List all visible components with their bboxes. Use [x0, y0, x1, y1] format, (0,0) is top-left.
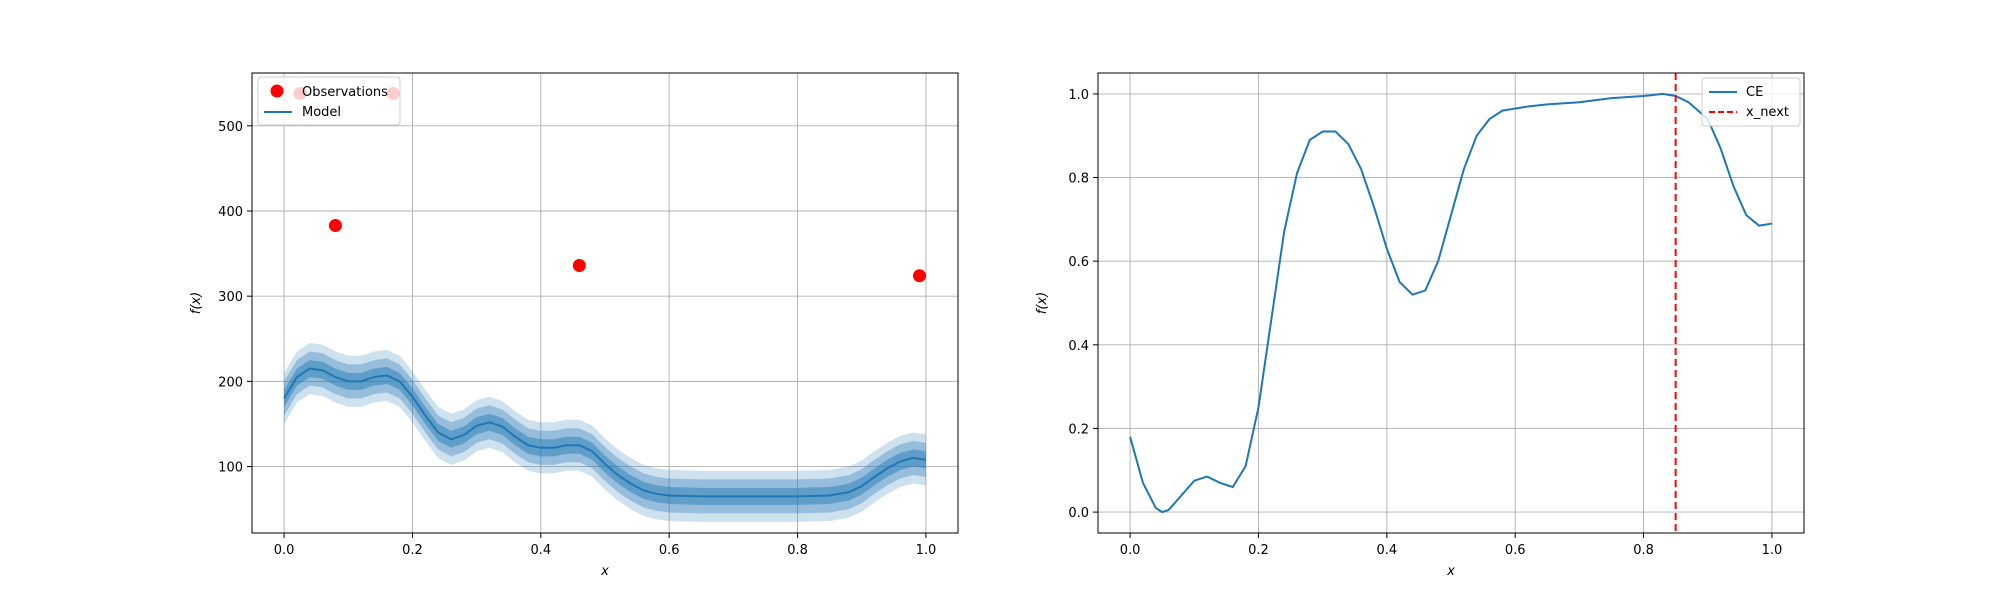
observation-point: [912, 269, 926, 283]
confidence-band: [284, 343, 926, 522]
y-tick-label: 200: [218, 375, 243, 390]
x-tick-label: 0.2: [402, 543, 423, 558]
left-x-axis-label: x: [600, 564, 609, 579]
y-tick-label: 400: [218, 205, 243, 220]
confidence-band: [284, 360, 926, 505]
y-tick-label: 0.2: [1068, 422, 1089, 437]
x-tick-label: 0.6: [659, 543, 680, 558]
x-tick-label: 0.2: [1248, 543, 1269, 558]
x-tick-label: 0.8: [1633, 543, 1654, 558]
y-tick-label: 0.6: [1068, 255, 1089, 270]
x-tick-label: 0.6: [1505, 543, 1526, 558]
right-ticks: 0.0 0.2 0.4 0.6 0.8 1.0 0.0 0.2 0.4 0.6 0.8 1.0: [1068, 88, 1782, 558]
y-tick-label: 0.4: [1068, 339, 1089, 354]
right-axes-frame: [1097, 72, 1805, 534]
y-tick-label: 0.8: [1068, 172, 1089, 187]
left-confidence-bands: [284, 343, 926, 522]
ce-line: [1129, 92, 1773, 514]
x-tick-label: 0.8: [787, 543, 808, 558]
observation-point: [572, 259, 586, 273]
x-tick-label: 0.0: [274, 543, 295, 558]
right-legend: CE x_next: [1701, 77, 1801, 127]
y-tick-label: 0.0: [1068, 506, 1089, 521]
legend-model-label: Model: [302, 105, 341, 120]
x-tick-label: 0.4: [530, 543, 551, 558]
x-tick-label: 0.0: [1120, 543, 1141, 558]
right-grid: [1098, 73, 1804, 533]
y-tick-label: 300: [218, 290, 243, 305]
right-legend-box: [1701, 77, 1801, 127]
x-tick-label: 1.0: [916, 543, 937, 558]
legend-observations-label: Observations: [302, 85, 388, 100]
left-legend: Observations Model: [257, 76, 401, 126]
right-chart: 0.0 0.2 0.4 0.6 0.8 1.0 0.0 0.2 0.4 0.6 0.8 1.0 x f…: [1035, 72, 1805, 579]
y-tick-label: 500: [218, 120, 243, 135]
x-tick-label: 0.4: [1376, 543, 1397, 558]
left-chart: 0.0 0.2 0.4 0.6 0.8 1.0 100 200 300 400 500 x f(x)…: [189, 72, 959, 579]
y-tick-label: 1.0: [1068, 88, 1089, 103]
legend-ce-label: CE: [1746, 85, 1763, 100]
confidence-band: [284, 351, 926, 514]
left-grid: [252, 73, 958, 533]
left-axes-frame: [251, 72, 959, 534]
right-x-axis-label: x: [1446, 564, 1455, 579]
left-y-axis-label: f(x): [189, 292, 204, 314]
right-ce-line: [1129, 92, 1773, 514]
left-model-line: [283, 367, 927, 498]
legend-observations-marker: [270, 84, 284, 98]
x-tick-label: 1.0: [1762, 543, 1783, 558]
y-tick-label: 100: [218, 461, 243, 476]
left-ticks: 0.0 0.2 0.4 0.6 0.8 1.0 100 200 300 400 500: [218, 120, 936, 558]
left-legend-box: [257, 76, 401, 126]
model-line: [283, 367, 927, 498]
right-y-axis-label: f(x): [1035, 292, 1050, 314]
legend-x-next-label: x_next: [1746, 105, 1789, 120]
observation-point: [328, 218, 342, 232]
